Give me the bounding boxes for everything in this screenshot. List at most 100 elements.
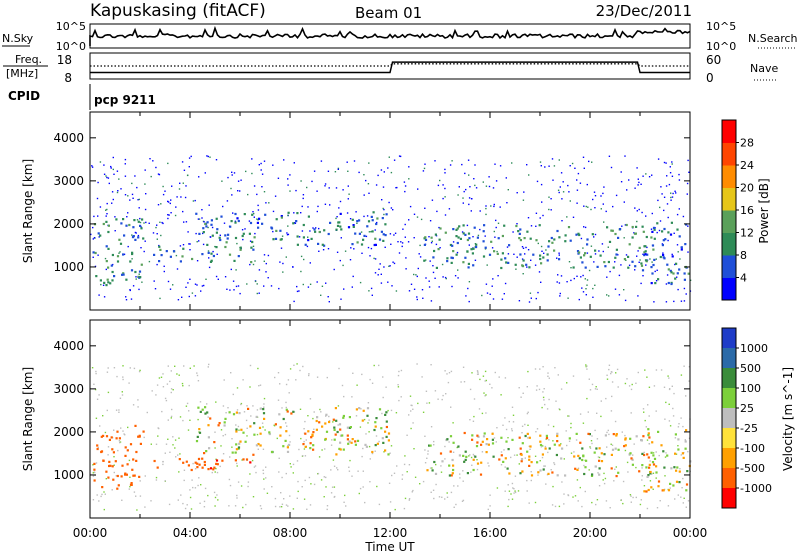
scatter-point xyxy=(170,417,172,419)
scatter-point xyxy=(105,260,108,263)
scatter-point xyxy=(370,215,373,218)
scatter-point xyxy=(471,434,474,437)
scatter-point xyxy=(452,464,455,467)
scatter-point xyxy=(327,232,330,236)
scatter-point xyxy=(394,232,397,234)
scatter-point xyxy=(668,183,671,186)
scatter-point xyxy=(457,236,460,239)
scatter-point xyxy=(339,225,342,228)
scatter-point xyxy=(476,459,478,461)
scatter-point xyxy=(452,451,455,453)
scatter-point xyxy=(476,373,479,375)
scatter-point xyxy=(181,161,184,163)
scatter-point xyxy=(265,202,267,204)
scatter-point xyxy=(493,203,495,206)
scatter-point xyxy=(139,369,141,372)
scatter-point xyxy=(344,250,347,252)
scatter-point xyxy=(237,425,240,428)
scatter-point xyxy=(391,474,393,477)
scatter-point xyxy=(131,252,134,256)
scatter-point xyxy=(263,406,265,408)
scatter-point xyxy=(594,253,597,255)
x-tick-label: 16:00 xyxy=(473,526,508,540)
scatter-point xyxy=(557,374,559,376)
scatter-point xyxy=(685,223,688,226)
scatter-point xyxy=(617,471,620,474)
scatter-point xyxy=(500,266,503,270)
scatter-point xyxy=(462,454,465,457)
scatter-point xyxy=(268,432,271,436)
scatter-point xyxy=(403,181,406,183)
scatter-point xyxy=(93,462,96,465)
scatter-point xyxy=(430,300,433,302)
x-tick-label: 00:00 xyxy=(73,526,108,540)
scatter-point xyxy=(118,409,120,411)
scatter-point xyxy=(641,452,644,455)
scatter-point xyxy=(287,211,290,214)
scatter-point xyxy=(150,500,152,502)
y-tick-label: 4000 xyxy=(53,131,84,145)
scatter-point xyxy=(224,245,227,249)
scatter-point xyxy=(352,275,354,278)
scatter-point xyxy=(630,501,632,503)
scatter-point xyxy=(481,451,484,453)
scatter-point xyxy=(559,408,561,411)
colorbar-tick-label: 100 xyxy=(740,382,761,395)
scatter-point xyxy=(132,404,135,406)
scatter-point xyxy=(652,472,655,474)
scatter-point xyxy=(580,276,582,278)
scatter-point xyxy=(127,426,129,429)
scatter-point xyxy=(398,370,400,373)
scatter-point xyxy=(135,450,138,454)
scatter-point xyxy=(517,230,520,233)
scatter-point xyxy=(382,207,384,210)
scatter-point xyxy=(514,475,517,477)
scatter-point xyxy=(280,492,282,494)
scatter-point xyxy=(252,248,255,251)
scatter-point xyxy=(282,262,284,265)
scatter-point xyxy=(685,489,688,492)
scatter-point xyxy=(189,496,192,499)
scatter-point xyxy=(594,388,597,390)
scatter-point xyxy=(384,234,387,237)
scatter-point xyxy=(404,497,407,500)
scatter-point xyxy=(190,155,192,158)
scatter-point xyxy=(399,155,402,158)
scatter-point xyxy=(570,267,572,269)
scatter-point xyxy=(540,165,542,167)
scatter-point xyxy=(310,436,313,439)
scatter-point xyxy=(670,221,673,224)
scatter-point xyxy=(133,367,136,370)
scatter-point xyxy=(105,284,108,287)
scatter-point xyxy=(673,232,675,234)
scatter-point xyxy=(437,398,439,400)
scatter-point xyxy=(222,435,224,437)
scatter-point xyxy=(411,404,413,407)
scatter-point xyxy=(261,422,264,424)
scatter-point xyxy=(470,456,473,459)
scatter-point xyxy=(220,429,223,431)
scatter-point xyxy=(284,439,287,442)
x-tick-label: 00:00 xyxy=(673,526,708,540)
scatter-point xyxy=(231,446,233,448)
scatter-point xyxy=(537,471,540,474)
scatter-point xyxy=(425,277,427,279)
scatter-point xyxy=(137,406,139,408)
scatter-point xyxy=(299,369,301,372)
scatter-point xyxy=(286,410,289,413)
beam-label: Beam 01 xyxy=(355,4,422,22)
scatter-point xyxy=(124,163,126,165)
scatter-point xyxy=(118,178,120,180)
scatter-point xyxy=(339,428,342,431)
scatter-point xyxy=(488,185,491,188)
scatter-point xyxy=(677,438,680,441)
scatter-point xyxy=(103,281,106,284)
scatter-point xyxy=(623,258,626,261)
scatter-point xyxy=(293,300,295,303)
scatter-point xyxy=(564,474,567,477)
scatter-point xyxy=(182,210,184,213)
scatter-point xyxy=(174,447,176,449)
scatter-point xyxy=(472,458,475,461)
scatter-point xyxy=(333,428,336,431)
scatter-point xyxy=(419,244,421,247)
